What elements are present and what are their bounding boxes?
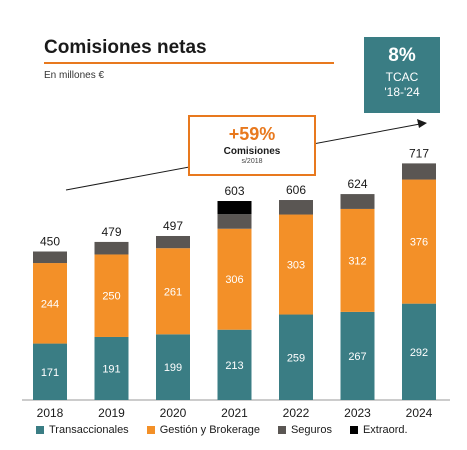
bar-total-label-2022: 606 bbox=[286, 183, 306, 197]
bar-total-label-2018: 450 bbox=[40, 235, 60, 249]
bar-segment-gestion-2023 bbox=[340, 208, 375, 312]
x-tick-label-2019: 2019 bbox=[98, 406, 125, 420]
bar-segment-transaccionales-2022 bbox=[279, 314, 313, 400]
x-tick-label-2023: 2023 bbox=[344, 406, 371, 420]
bar-segment-gestion-2018 bbox=[33, 263, 67, 344]
bar-segment-extraord-2021 bbox=[217, 201, 252, 215]
bar-value-label-transaccionales-2020: 199 bbox=[164, 362, 182, 374]
bar-segment-seguros-2021 bbox=[217, 214, 252, 229]
growth-percent: +59% bbox=[228, 124, 276, 144]
legend-item-extraord: Extraord. bbox=[349, 424, 408, 436]
legend-swatch-transaccionales bbox=[36, 426, 44, 434]
bar-segment-transaccionales-2021 bbox=[217, 329, 252, 400]
bar-segment-gestion-2020 bbox=[156, 248, 190, 335]
legend-item-transaccionales: Transaccionales bbox=[36, 424, 129, 436]
bar-segment-transaccionales-2018 bbox=[33, 343, 67, 400]
bar-segment-transaccionales-2024 bbox=[402, 303, 436, 400]
bar-segment-seguros-2023 bbox=[340, 194, 375, 209]
legend-swatch-seguros bbox=[277, 426, 286, 434]
bar-segment-gestion-2022 bbox=[279, 214, 313, 315]
bar-total-label-2019: 479 bbox=[101, 225, 121, 239]
bar-value-label-transaccionales-2023: 267 bbox=[348, 351, 366, 363]
bar-segment-transaccionales-2019 bbox=[94, 336, 129, 400]
bar-value-label-gestion-2021: 306 bbox=[225, 274, 243, 286]
legend-swatch-extraord bbox=[349, 426, 358, 434]
chart-legend: Transaccionales Gestión y Brokerage Segu… bbox=[36, 424, 426, 436]
legend-item-gestion: Gestión y Brokerage bbox=[146, 424, 260, 436]
chart-title: Comisiones netas bbox=[44, 37, 207, 58]
bar-segment-seguros-2018 bbox=[33, 251, 67, 264]
x-tick-label-2021: 2021 bbox=[221, 406, 248, 420]
bar-segment-seguros-2022 bbox=[279, 200, 313, 215]
title-underline bbox=[44, 62, 334, 64]
growth-callout: +59% Comisiones s/2018 bbox=[188, 115, 316, 176]
legend-label-extraord: Extraord. bbox=[362, 424, 408, 436]
bar-total-label-2020: 497 bbox=[163, 219, 183, 233]
tcac-badge: 8% TCAC '18-'24 bbox=[364, 37, 440, 113]
bar-value-label-transaccionales-2019: 191 bbox=[102, 363, 120, 375]
bar-value-label-gestion-2020: 261 bbox=[164, 286, 182, 298]
bar-value-label-transaccionales-2018: 171 bbox=[41, 367, 59, 379]
growth-sublabel: s/2018 bbox=[241, 158, 263, 165]
bar-segment-gestion-2019 bbox=[94, 254, 129, 337]
bar-value-label-gestion-2023: 312 bbox=[348, 255, 366, 267]
bar-value-label-gestion-2022: 303 bbox=[287, 260, 305, 272]
legend-item-seguros: Seguros bbox=[277, 424, 332, 436]
bar-segment-seguros-2020 bbox=[156, 235, 190, 249]
bar-value-label-transaccionales-2021: 213 bbox=[225, 360, 243, 372]
bar-total-label-2023: 624 bbox=[347, 177, 367, 191]
bar-segment-seguros-2019 bbox=[94, 241, 129, 255]
legend-label-transaccionales: Transaccionales bbox=[49, 424, 129, 436]
bar-segment-seguros-2024 bbox=[402, 163, 436, 180]
legend-label-seguros: Seguros bbox=[290, 424, 332, 436]
growth-label: Comisiones bbox=[223, 146, 281, 157]
x-tick-label-2024: 2024 bbox=[406, 406, 433, 420]
legend-swatch-gestion bbox=[146, 426, 155, 434]
tcac-years: '18-'24 bbox=[384, 85, 420, 99]
legend-label-gestion: Gestión y Brokerage bbox=[159, 424, 260, 436]
bar-total-label-2021: 603 bbox=[224, 184, 244, 198]
x-tick-label-2020: 2020 bbox=[160, 406, 187, 420]
tcac-label: TCAC bbox=[385, 70, 419, 84]
bar-segment-transaccionales-2023 bbox=[340, 311, 375, 400]
bar-segment-gestion-2024 bbox=[402, 179, 436, 304]
bar-value-label-gestion-2018: 244 bbox=[41, 298, 59, 310]
x-tick-label-2018: 2018 bbox=[37, 406, 64, 420]
bar-value-label-transaccionales-2024: 292 bbox=[410, 347, 428, 359]
bar-total-label-2024: 717 bbox=[409, 146, 429, 160]
bar-value-label-gestion-2024: 376 bbox=[410, 237, 428, 249]
tcac-percent: 8% bbox=[388, 45, 416, 66]
bar-segment-transaccionales-2020 bbox=[156, 334, 190, 400]
bar-value-label-gestion-2019: 250 bbox=[102, 291, 120, 303]
x-tick-label-2022: 2022 bbox=[283, 406, 310, 420]
bar-segment-gestion-2021 bbox=[217, 228, 252, 330]
chart-subtitle: En millones € bbox=[44, 70, 105, 81]
bar-value-label-transaccionales-2022: 259 bbox=[287, 352, 305, 364]
growth-arrow-head bbox=[417, 119, 427, 128]
